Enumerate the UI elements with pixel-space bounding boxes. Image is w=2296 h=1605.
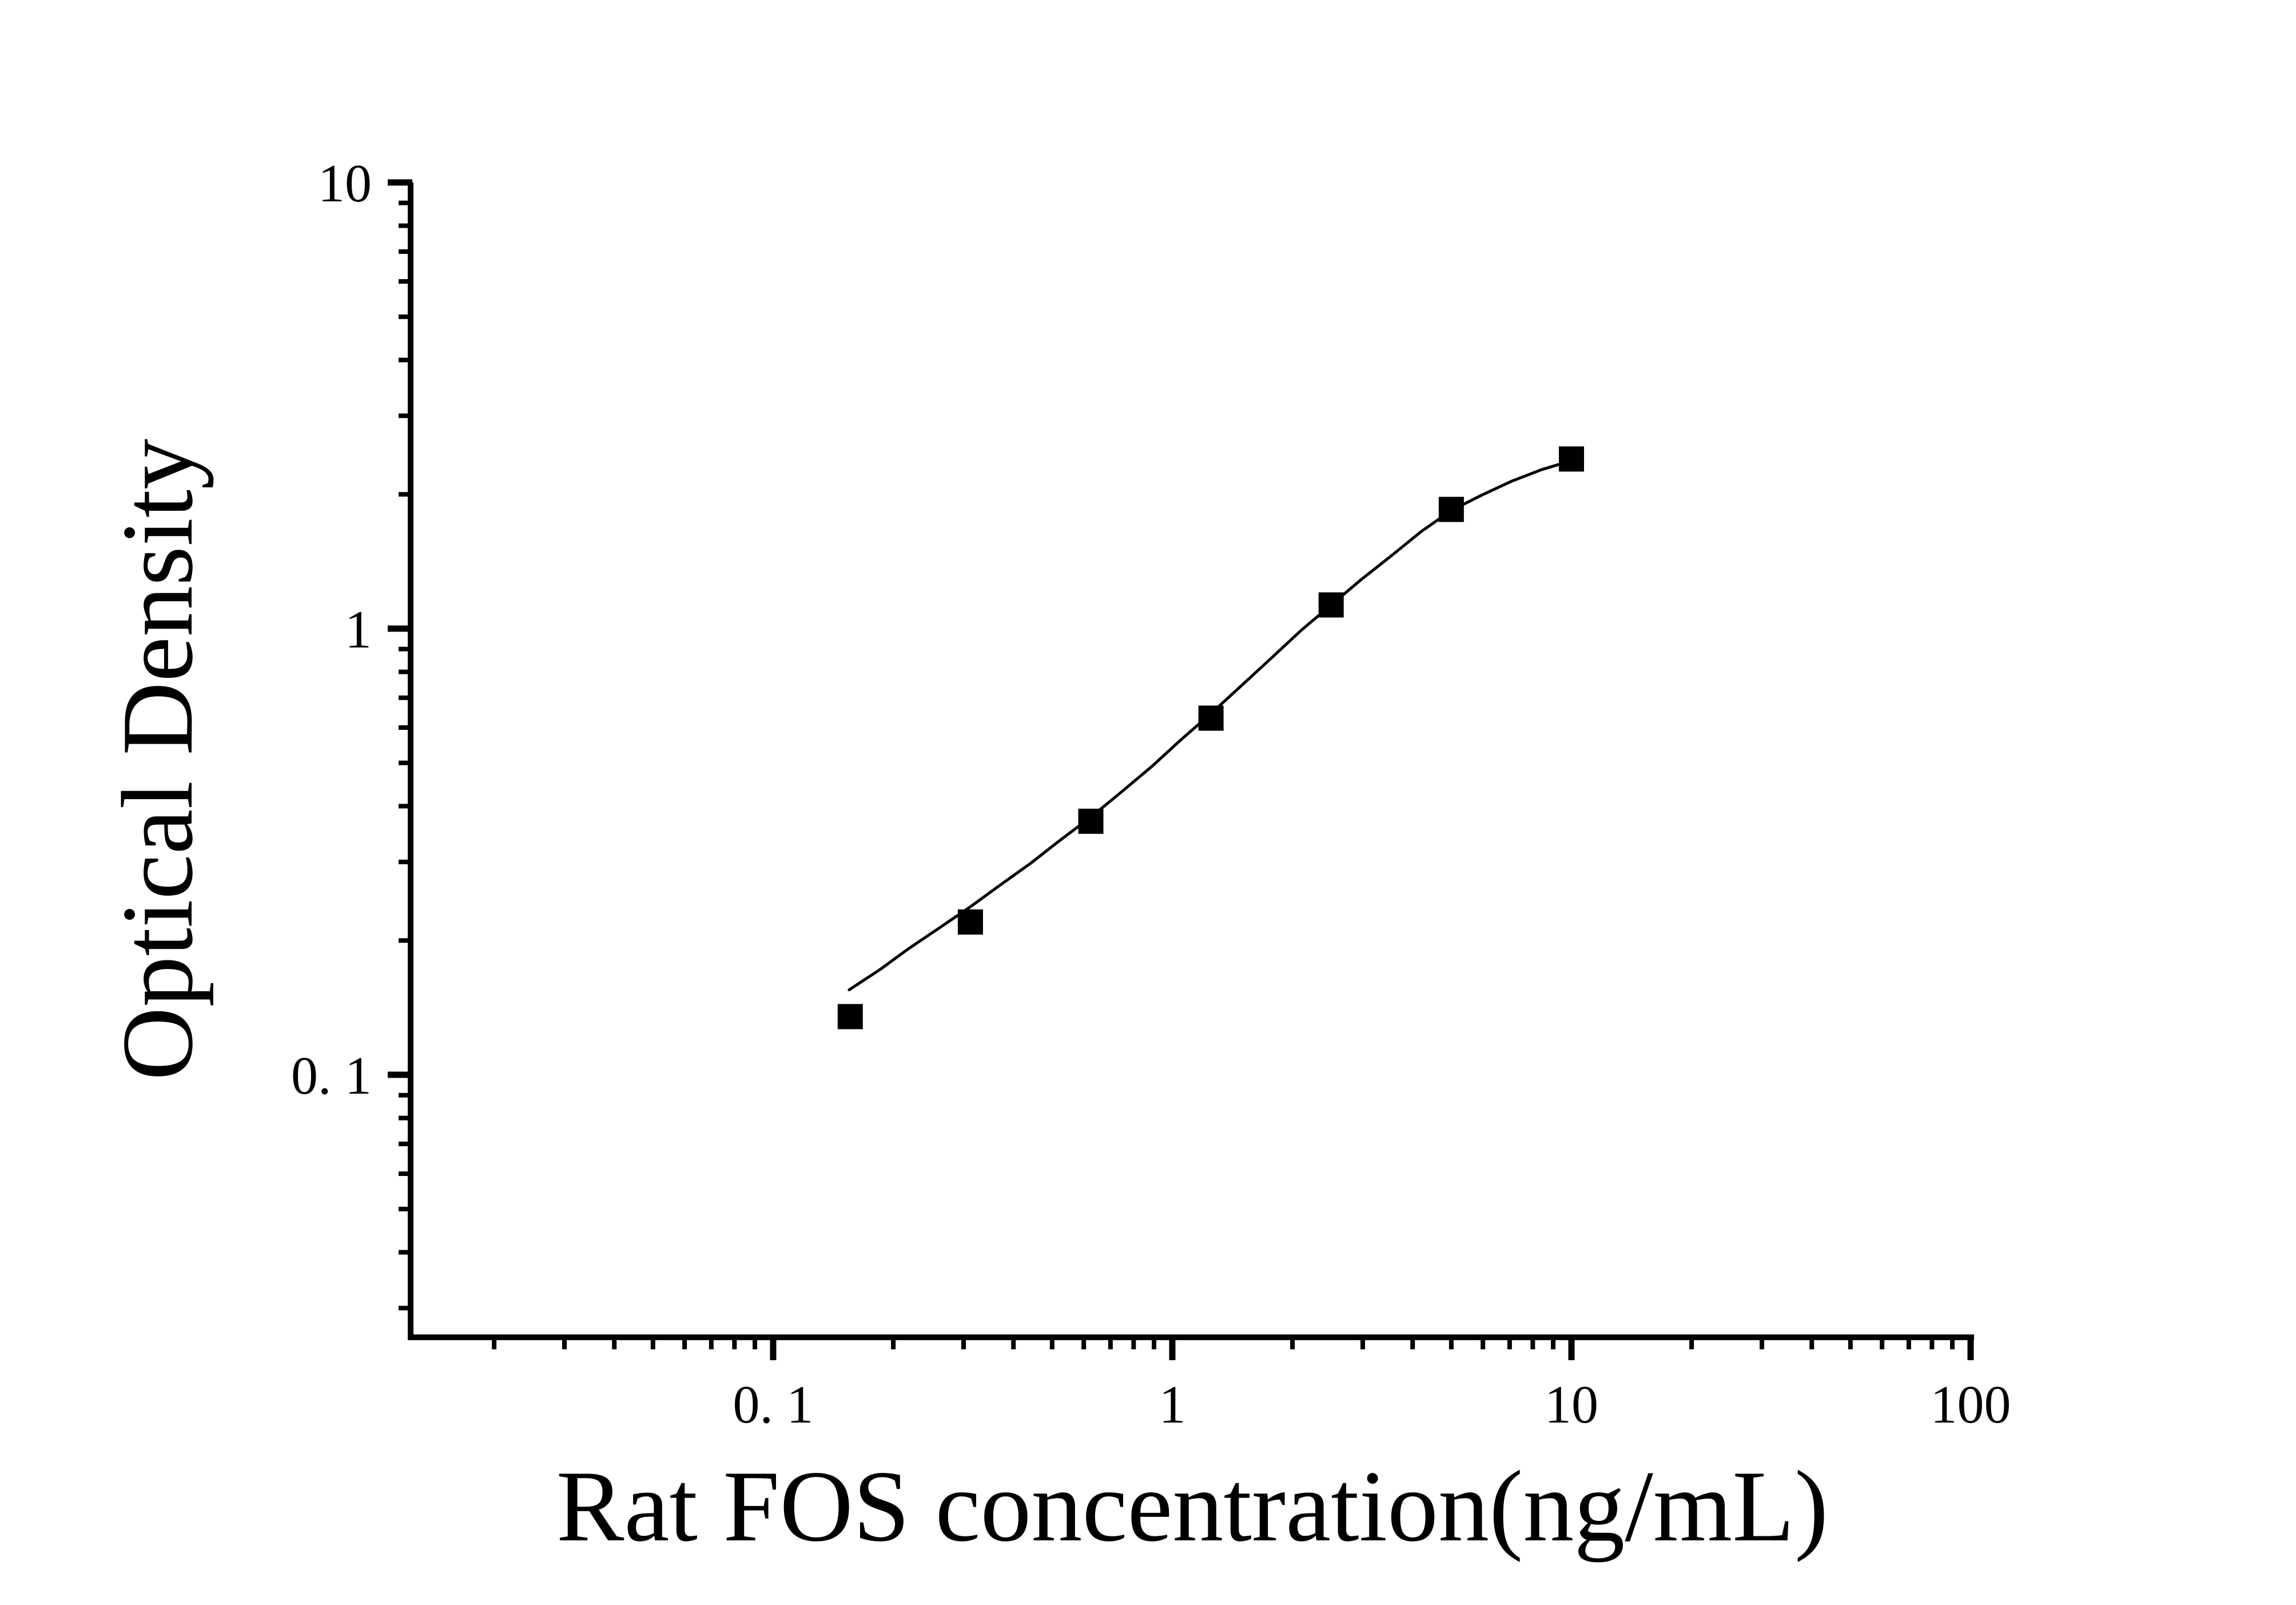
data-point-marker — [1318, 592, 1344, 618]
data-point-marker — [837, 1004, 863, 1030]
y-axis-title: Optical Density — [101, 439, 214, 1080]
axis-frame — [408, 182, 1974, 1340]
y-tick-label: 1 — [345, 600, 372, 660]
y-tick-label: 10 — [318, 154, 372, 213]
y-tick-label: 0. 1 — [291, 1046, 372, 1106]
axes-layer — [408, 182, 1974, 1340]
x-axis-title: Rat FOS concentration(ng/mL) — [556, 1449, 1829, 1563]
data-point-marker — [1438, 496, 1464, 522]
data-point-marker — [1198, 705, 1224, 731]
data-point-layer — [837, 446, 1584, 1030]
data-point-marker — [1078, 808, 1104, 834]
x-tick-label: 0. 1 — [733, 1375, 814, 1435]
tick-label-layer: 10 1 0. 1 0. 1 1 10 100 — [291, 154, 2011, 1435]
data-point-marker — [1559, 446, 1584, 472]
x-tick-label: 100 — [1931, 1375, 2011, 1435]
x-tick-label: 10 — [1545, 1375, 1598, 1435]
data-point-marker — [957, 909, 983, 935]
x-tick-label: 1 — [1159, 1375, 1186, 1435]
tick-layer — [388, 179, 1974, 1360]
